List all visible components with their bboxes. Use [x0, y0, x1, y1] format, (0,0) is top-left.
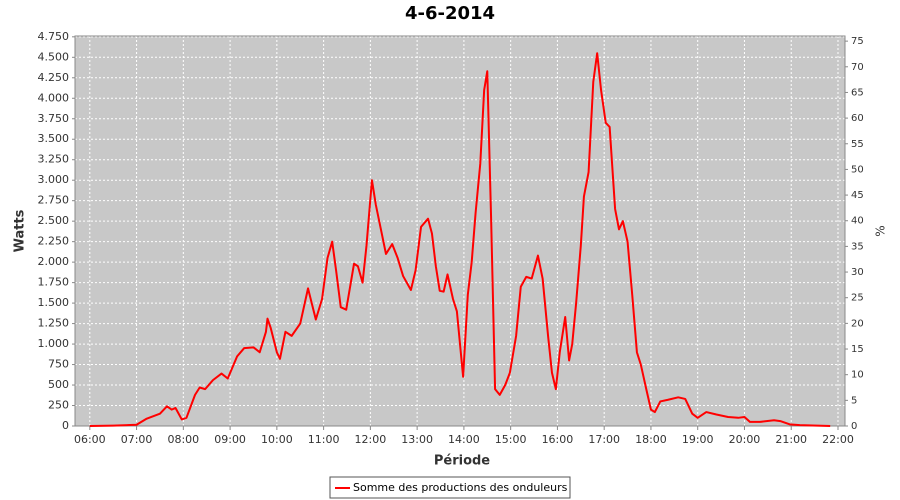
x-tick-label: 14:00 — [448, 433, 480, 446]
y-tick-label: 3.250 — [38, 153, 70, 166]
x-tick-label: 11:00 — [308, 433, 340, 446]
y-tick-label: 1.000 — [38, 337, 70, 350]
x-tick-label: 22:00 — [822, 433, 854, 446]
y-tick-label: 2.750 — [38, 194, 70, 207]
y2-tick-label: 65 — [851, 87, 864, 98]
plot-border — [74, 35, 846, 427]
y2-tick-label: 75 — [851, 36, 864, 47]
y-tick-label: 4.500 — [38, 50, 70, 63]
y2-tick-label: 0 — [851, 421, 857, 432]
y2-tick-label: 15 — [851, 344, 864, 355]
x-axis-label: Période — [434, 454, 490, 469]
y2-tick-label: 40 — [851, 216, 864, 227]
y-tick-label: 1.250 — [38, 317, 70, 330]
y2-tick-label: 45 — [851, 190, 864, 201]
x-tick-label: 20:00 — [729, 433, 761, 446]
y-tick-label: 4.250 — [38, 71, 70, 84]
x-tick-label: 06:00 — [74, 433, 106, 446]
x-tick-label: 21:00 — [775, 433, 807, 446]
y-tick-label: 750 — [48, 358, 69, 371]
x-tick-label: 17:00 — [588, 433, 620, 446]
x-tick-label: 15:00 — [495, 433, 527, 446]
legend-box — [329, 476, 571, 499]
legend-label: Somme des productions des onduleurs — [353, 481, 568, 494]
y2-tick-label: 50 — [851, 164, 864, 175]
y-tick-label: 4.000 — [38, 91, 70, 104]
y2-tick-label: 30 — [851, 267, 864, 278]
y2-tick-label: 20 — [851, 318, 864, 329]
y2-tick-label: 5 — [851, 395, 857, 406]
y-axis-label: Watts — [13, 209, 28, 252]
y-tick-label: 1.750 — [38, 276, 70, 289]
y2-tick-label: 10 — [851, 370, 864, 381]
y2-tick-label: 55 — [851, 139, 864, 150]
y-tick-label: 250 — [48, 399, 69, 412]
y-tick-label: 3.000 — [38, 173, 70, 186]
plot-area — [75, 36, 845, 426]
x-tick-label: 18:00 — [635, 433, 667, 446]
x-tick-label: 10:00 — [261, 433, 293, 446]
y2-tick-label: 70 — [851, 62, 864, 73]
x-tick-label: 09:00 — [214, 433, 246, 446]
y-tick-label: 3.750 — [38, 112, 70, 125]
y-tick-label: 2.000 — [38, 255, 70, 268]
y2-tick-label: 35 — [851, 241, 864, 252]
y-tick-label: 2.500 — [38, 214, 70, 227]
y-tick-label: 500 — [48, 378, 69, 391]
x-tick-label: 08:00 — [167, 433, 199, 446]
line-series — [89, 52, 831, 427]
y2-tick-label: 25 — [851, 293, 864, 304]
x-tick-label: 19:00 — [682, 433, 714, 446]
y-tick-label: 1.500 — [38, 296, 70, 309]
y2-axis-label: % — [874, 225, 888, 236]
x-tick-label: 12:00 — [355, 433, 387, 446]
x-tick-label: 07:00 — [121, 433, 153, 446]
x-tick-label: 16:00 — [542, 433, 574, 446]
x-tick-label: 13:00 — [401, 433, 433, 446]
y-tick-label: 3.500 — [38, 132, 70, 145]
y-tick-label: 4.750 — [38, 30, 70, 43]
chart-title: 4-6-2014 — [405, 3, 495, 24]
y2-tick-label: 60 — [851, 113, 864, 124]
y-tick-label: 2.250 — [38, 235, 70, 248]
y-tick-label: 0 — [62, 419, 69, 432]
